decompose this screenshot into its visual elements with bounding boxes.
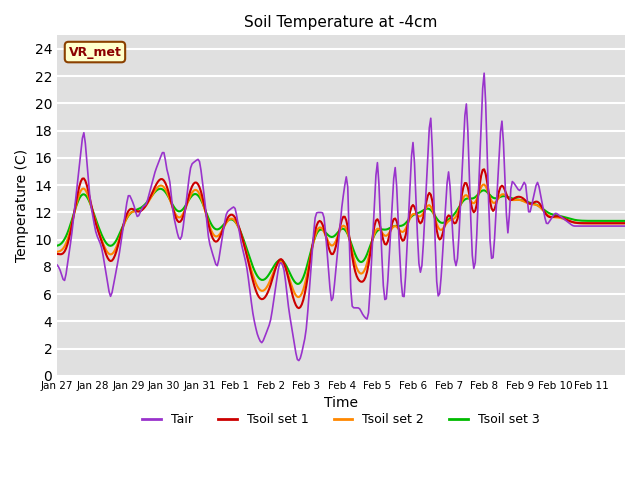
Title: Soil Temperature at -4cm: Soil Temperature at -4cm bbox=[244, 15, 438, 30]
X-axis label: Time: Time bbox=[324, 396, 358, 410]
Text: VR_met: VR_met bbox=[68, 46, 122, 59]
Y-axis label: Temperature (C): Temperature (C) bbox=[15, 149, 29, 262]
Legend: Tair, Tsoil set 1, Tsoil set 2, Tsoil set 3: Tair, Tsoil set 1, Tsoil set 2, Tsoil se… bbox=[138, 408, 545, 431]
